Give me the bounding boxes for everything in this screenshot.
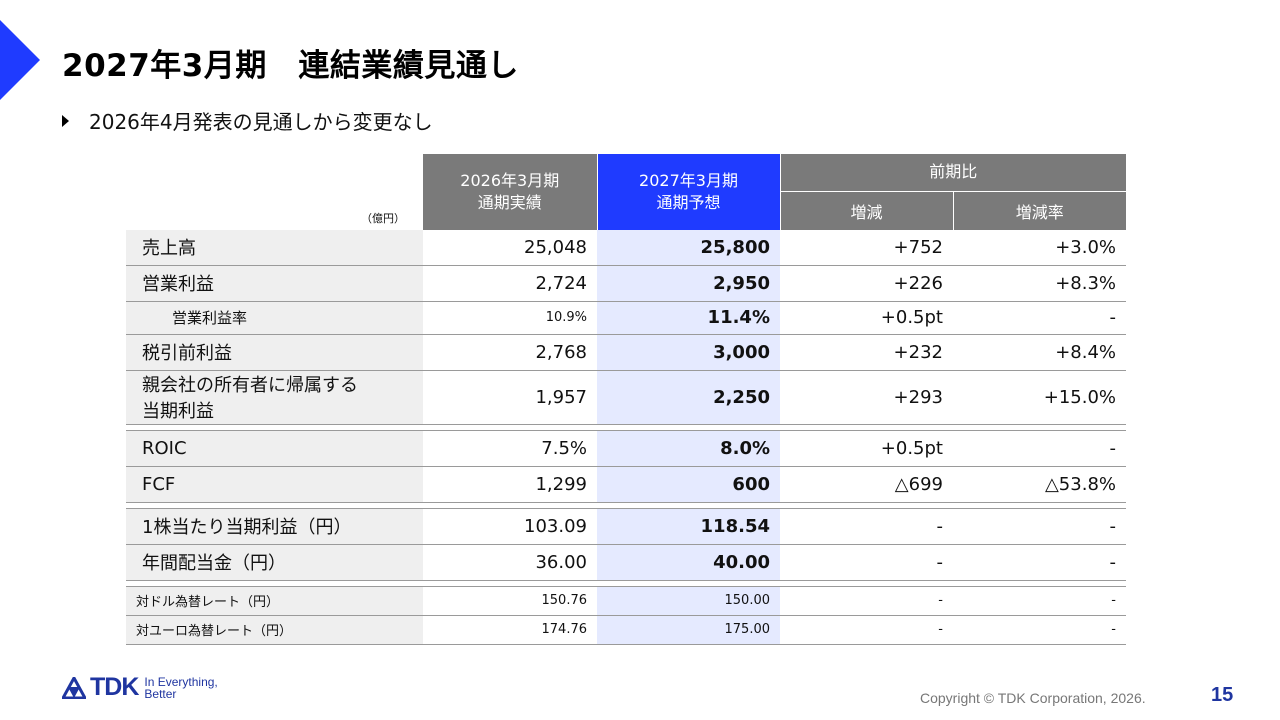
logo-tagline: In Everything, Better — [144, 676, 217, 700]
change-value: - — [780, 508, 953, 545]
table-row: 1株当たり当期利益（円） 103.09 118.54 - - — [126, 508, 1126, 545]
change-value: +232 — [780, 334, 953, 371]
forecast-value: 175.00 — [597, 615, 780, 645]
header-actual-line2: 通期実績 — [477, 192, 542, 212]
table-row: 対ドル為替レート（円） 150.76 150.00 - - — [126, 586, 1126, 616]
forecast-value: 25,800 — [597, 229, 780, 266]
forecast-value: 2,950 — [597, 265, 780, 302]
forecast-table: （億円） 2026年3月期 通期実績 2027年3月期 通期予想 前期比 増減 … — [126, 154, 1126, 645]
change-value: +226 — [780, 265, 953, 302]
change-value: - — [780, 586, 953, 616]
table-row: 売上高 25,048 25,800 +752 +3.0% — [126, 229, 1126, 266]
row-separator — [126, 580, 1126, 587]
rate-value: +15.0% — [953, 370, 1126, 425]
bullet-text: 2026年4月発表の見通しから変更なし — [89, 110, 433, 134]
header-forecast-line1: 2027年3月期 — [639, 170, 738, 190]
actual-value: 174.76 — [423, 615, 597, 645]
forecast-value: 3,000 — [597, 334, 780, 371]
header-forecast: 2027年3月期 通期予想 — [596, 154, 780, 230]
page-title: 2027年3月期 連結業績見通し — [62, 48, 519, 84]
rate-value: - — [953, 586, 1126, 616]
rate-value: +8.3% — [953, 265, 1126, 302]
actual-value: 2,724 — [423, 265, 597, 302]
actual-value: 2,768 — [423, 334, 597, 371]
actual-value: 10.9% — [423, 301, 597, 335]
row-label: 税引前利益 — [126, 334, 423, 371]
row-label: 対ドル為替レート（円） — [126, 586, 423, 616]
bullet-point: 2026年4月発表の見通しから変更なし — [62, 106, 433, 135]
forecast-value: 118.54 — [597, 508, 780, 545]
change-value: - — [780, 544, 953, 581]
actual-value: 1,957 — [423, 370, 597, 425]
tdk-logo: TDK In Everything, Better — [62, 673, 218, 702]
rate-value: - — [953, 615, 1126, 645]
table-row: 親会社の所有者に帰属する 当期利益 1,957 2,250 +293 +15.0… — [126, 370, 1126, 425]
actual-value: 1,299 — [423, 466, 597, 503]
rate-value: - — [953, 301, 1126, 335]
row-label: 対ユーロ為替レート（円） — [126, 615, 423, 645]
row-label: 年間配当金（円） — [126, 544, 423, 581]
rate-value: +8.4% — [953, 334, 1126, 371]
accent-triangle — [0, 20, 40, 100]
change-value: +293 — [780, 370, 953, 425]
actual-value: 36.00 — [423, 544, 597, 581]
change-value: △699 — [780, 466, 953, 503]
rate-value: - — [953, 508, 1126, 545]
page-number: 15 — [1211, 684, 1234, 706]
row-label: 1株当たり当期利益（円） — [126, 508, 423, 545]
table-row: FCF 1,299 600 △699 △53.8% — [126, 466, 1126, 503]
table-row: 年間配当金（円） 36.00 40.00 - - — [126, 544, 1126, 581]
change-value: +0.5pt — [780, 430, 953, 467]
forecast-value: 600 — [597, 466, 780, 503]
header-change: 増減 — [779, 190, 953, 230]
copyright-text: Copyright © TDK Corporation, 2026. — [920, 690, 1146, 706]
row-label: ROIC — [126, 430, 423, 467]
actual-value: 103.09 — [423, 508, 597, 545]
header-change-rate: 増減率 — [952, 190, 1126, 230]
row-separator — [126, 424, 1126, 431]
bullet-icon — [62, 115, 69, 127]
table-row: 営業利益 2,724 2,950 +226 +8.3% — [126, 265, 1126, 302]
rate-value: +3.0% — [953, 229, 1126, 266]
actual-value: 25,048 — [423, 229, 597, 266]
row-label-line1: 親会社の所有者に帰属する — [142, 375, 358, 396]
forecast-value: 2,250 — [597, 370, 780, 425]
change-value: +752 — [780, 229, 953, 266]
forecast-value: 40.00 — [597, 544, 780, 581]
row-label: FCF — [126, 466, 423, 503]
row-label: 営業利益率 — [126, 301, 423, 335]
change-value: - — [780, 615, 953, 645]
logo-text: TDK — [90, 673, 139, 701]
row-label: 営業利益 — [126, 265, 423, 302]
table-row: ROIC 7.5% 8.0% +0.5pt - — [126, 430, 1126, 467]
row-separator — [126, 502, 1126, 509]
table-row: 税引前利益 2,768 3,000 +232 +8.4% — [126, 334, 1126, 371]
header-actual: 2026年3月期 通期実績 — [423, 154, 597, 230]
actual-value: 7.5% — [423, 430, 597, 467]
forecast-value: 11.4% — [597, 301, 780, 335]
forecast-value: 8.0% — [597, 430, 780, 467]
row-label: 親会社の所有者に帰属する 当期利益 — [126, 370, 423, 425]
header-actual-line1: 2026年3月期 — [460, 170, 560, 190]
tagline-line2: Better — [144, 686, 177, 701]
header-yoy: 前期比 — [779, 154, 1126, 191]
actual-value: 150.76 — [423, 586, 597, 616]
change-value: +0.5pt — [780, 301, 953, 335]
tagline-line1: In Everything, — [144, 674, 218, 689]
unit-label: （億円） — [361, 211, 405, 225]
tdk-emblem-icon — [62, 676, 86, 699]
table-row: 対ユーロ為替レート（円） 174.76 175.00 - - — [126, 615, 1126, 645]
rate-value: - — [953, 430, 1126, 467]
row-label-line2: 当期利益 — [142, 401, 214, 422]
rate-value: - — [953, 544, 1126, 581]
table-row: 営業利益率 10.9% 11.4% +0.5pt - — [126, 301, 1126, 335]
forecast-value: 150.00 — [597, 586, 780, 616]
header-forecast-line2: 通期予想 — [656, 192, 721, 212]
row-label: 売上高 — [126, 229, 423, 266]
rate-value: △53.8% — [953, 466, 1126, 503]
